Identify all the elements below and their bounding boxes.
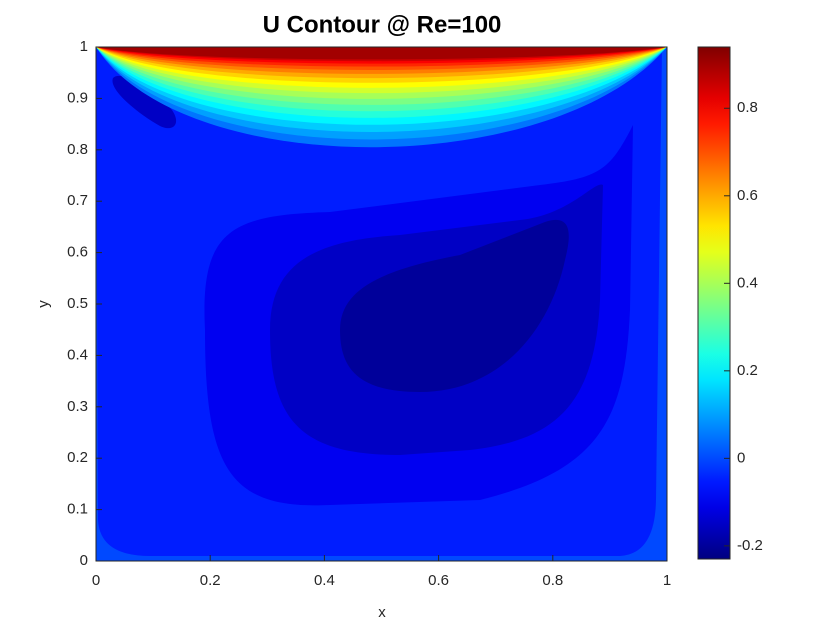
- chart-title: U Contour @ Re=100: [263, 11, 502, 38]
- x-tick-label: 1: [663, 572, 671, 589]
- y-tick-label: 0.8: [67, 141, 88, 158]
- contour-region: [340, 219, 569, 392]
- y-axis-label: y: [35, 300, 52, 308]
- colorbar-tick-label: 0.2: [737, 362, 758, 379]
- y-tick-label: 1: [80, 38, 88, 55]
- colorbar-tick-label: -0.2: [737, 537, 763, 554]
- colorbar-tick-label: 0.8: [737, 99, 758, 116]
- y-tick-label: 0.5: [67, 295, 88, 312]
- colorbar-tick-label: 0: [737, 449, 745, 466]
- contour-region: [112, 75, 177, 129]
- x-tick-label: 0.4: [314, 572, 335, 589]
- x-tick-label: 0.6: [428, 572, 449, 589]
- y-tick-label: 0: [80, 552, 88, 569]
- y-tick-label: 0.9: [67, 89, 88, 106]
- x-axis-label: x: [378, 604, 386, 621]
- contour-area: [96, 47, 667, 561]
- x-tick-label: 0: [92, 572, 100, 589]
- x-tick-label: 0.2: [200, 572, 221, 589]
- y-tick-label: 0.4: [67, 346, 88, 363]
- colorbar-tick-label: 0.6: [737, 187, 758, 204]
- y-tick-label: 0.6: [67, 244, 88, 261]
- y-tick-label: 0.1: [67, 501, 88, 518]
- colorbar-tick-label: 0.4: [737, 274, 758, 291]
- x-tick-label: 0.8: [542, 572, 563, 589]
- colorbar-box: [697, 46, 731, 560]
- colorbar: [698, 47, 730, 559]
- y-tick-label: 0.7: [67, 192, 88, 209]
- y-tick-label: 0.2: [67, 449, 88, 466]
- y-tick-label: 0.3: [67, 398, 88, 415]
- contour-region: [96, 47, 667, 60]
